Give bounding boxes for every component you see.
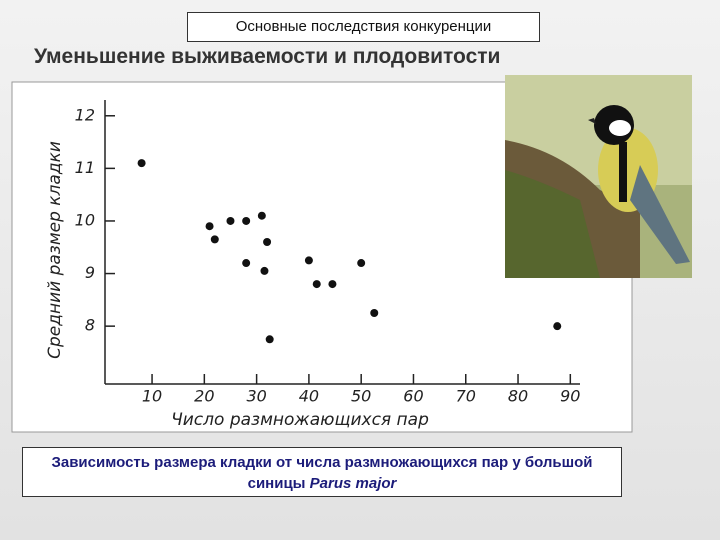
x-axis-label: Число размножающихся пар: [171, 410, 429, 430]
point: [328, 280, 337, 289]
y-tick-label: 12: [75, 105, 95, 124]
point: [265, 335, 274, 344]
point: [205, 222, 214, 231]
y-axis-label: Средний размер кладки: [45, 141, 65, 359]
y-tick-label: 10: [75, 210, 95, 229]
caption-text: Зависимость размера кладки от числа разм…: [51, 454, 593, 492]
point: [137, 159, 146, 168]
x-tick-label: 40: [299, 387, 319, 406]
slide-title: Уменьшение выживаемости и плодовитости: [34, 45, 501, 68]
header: Основные последствия конкуренции: [187, 12, 540, 42]
y-tick-label: 8: [85, 316, 95, 335]
y-tick-label: 11: [75, 158, 95, 177]
caption: Зависимость размера кладки от числа разм…: [22, 447, 622, 497]
point: [357, 259, 366, 268]
point: [242, 216, 251, 225]
x-tick-label: 10: [142, 387, 162, 406]
point: [242, 259, 251, 268]
point: [257, 211, 266, 220]
point: [226, 216, 235, 225]
bird-photo: [505, 75, 692, 278]
point: [312, 280, 321, 289]
caption-species: Parus major: [309, 475, 397, 492]
point: [304, 256, 313, 265]
y-tick-label: 9: [85, 263, 95, 282]
x-tick-label: 80: [508, 387, 528, 406]
x-tick-label: 50: [351, 387, 371, 406]
x-tick-label: 60: [403, 387, 423, 406]
point: [260, 266, 269, 275]
x-tick-label: 30: [246, 387, 266, 406]
point: [263, 238, 272, 246]
x-tick-label: 20: [194, 387, 214, 406]
point: [210, 235, 219, 244]
point: [370, 309, 379, 317]
x-tick-label: 90: [560, 387, 580, 406]
x-tick-label: 70: [456, 387, 476, 406]
point: [553, 322, 562, 331]
